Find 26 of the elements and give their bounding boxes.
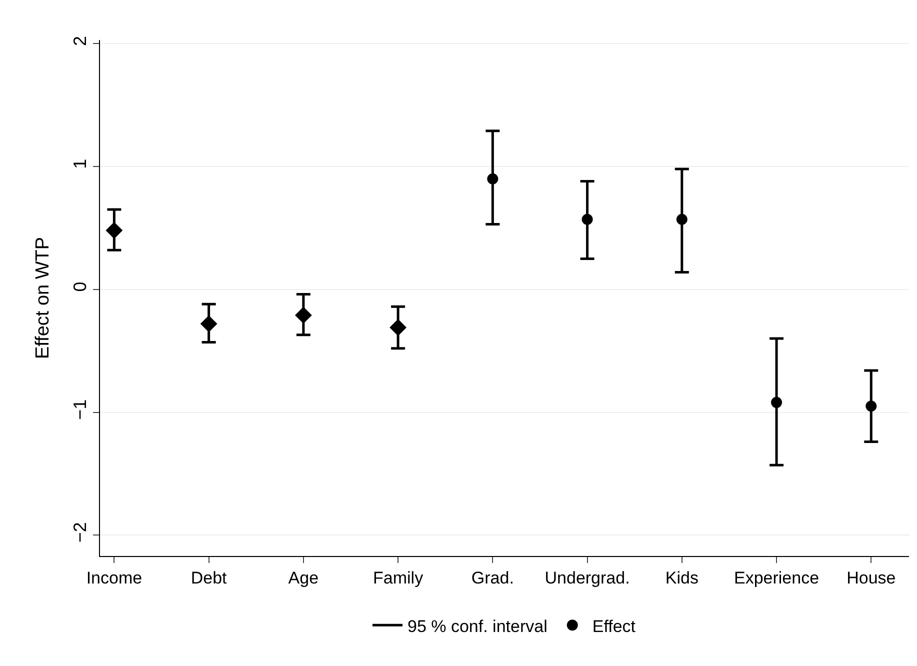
point	[866, 400, 877, 412]
x-tick-label: Experience	[734, 568, 820, 588]
x-tick-label: House	[846, 568, 896, 588]
y-tick-label: −2	[70, 522, 90, 543]
point	[582, 214, 593, 225]
x-tick-label: Undergrad.	[544, 568, 630, 588]
x-tick-label: Debt	[190, 568, 228, 588]
point	[390, 319, 406, 336]
x-tick-label: Age	[288, 568, 319, 588]
point	[200, 315, 218, 332]
x-tick-label: Grad.	[471, 568, 514, 588]
text: 95 % conf. interval	[408, 616, 548, 636]
x-tick-label: Kids	[665, 568, 698, 588]
x-tick-label: Family	[373, 568, 424, 588]
x-tick-label: Income	[86, 568, 142, 588]
y-axis-title: Effect on WTP	[32, 236, 54, 360]
point	[487, 173, 498, 184]
y-tick-label: 0	[70, 282, 90, 292]
y-tick-label: 1	[70, 158, 90, 169]
point	[106, 222, 123, 239]
point	[294, 306, 312, 324]
point	[771, 396, 782, 408]
legend-label: Effect	[592, 616, 636, 636]
y-tick-label: −1	[70, 399, 90, 420]
y-tick-label: 2	[70, 36, 90, 46]
point	[676, 214, 688, 225]
